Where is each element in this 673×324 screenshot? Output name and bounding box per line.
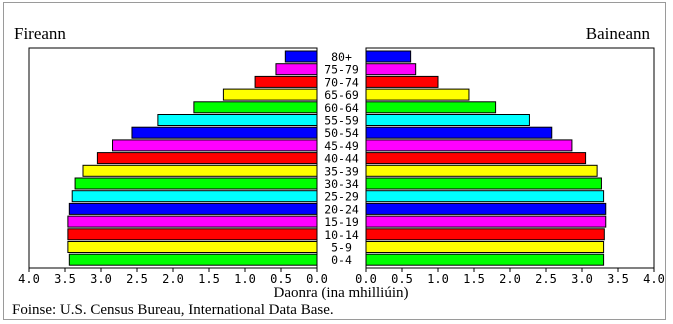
female-bar-45-49: [365, 139, 573, 152]
right-tick-label-3-0: 3.0: [571, 272, 593, 286]
female-bar-15-19: [365, 215, 607, 228]
female-bar-30-34: [365, 177, 602, 190]
age-label-0-4: 0-4: [331, 253, 352, 267]
male-bar-80plus: [284, 50, 318, 63]
female-bar-35-39: [365, 164, 598, 177]
male-bar-10-14: [67, 228, 318, 241]
male-bar-45-49: [112, 139, 318, 152]
age-label-10-14: 10-14: [324, 228, 359, 242]
male-bars: [67, 50, 318, 266]
male-bar-15-19: [67, 215, 318, 228]
left-tick-label-0-0: 0.0: [306, 272, 328, 286]
female-bar-55-59: [365, 114, 530, 126]
female-bar-65-69: [365, 88, 470, 101]
female-bar-75-79: [365, 63, 417, 76]
female-bar-20-24: [365, 202, 607, 215]
age-label-5-9: 5-9: [331, 241, 352, 255]
left-tick-label-2-0: 2.0: [162, 272, 184, 286]
left-tick-label-3-5: 3.5: [54, 272, 76, 286]
age-label-60-64: 60-64: [324, 101, 359, 115]
male-bar-50-54: [131, 126, 318, 139]
female-bar-10-14: [365, 228, 605, 241]
male-bar-30-34: [74, 177, 318, 190]
male-bar-35-39: [82, 164, 318, 177]
male-label: Fireann: [14, 24, 66, 43]
female-bar-70-74: [365, 75, 439, 88]
source-note: Foinse: U.S. Census Bureau, Internationa…: [12, 302, 334, 318]
male-bar-75-79: [275, 63, 318, 76]
age-label-15-19: 15-19: [324, 215, 359, 229]
left-tick-label-3-0: 3.0: [90, 272, 112, 286]
male-bar-20-24: [68, 202, 318, 215]
female-label: Baineann: [586, 24, 651, 43]
age-label-80plus: 80+: [331, 50, 352, 64]
right-tick-label-3-5: 3.5: [607, 272, 629, 286]
x-axis-ticks: 4.0 3.5 3.0 2.5 2.0 1.5 1.0 0.5 0.0 0.0 0.5 1.0 1.5 2…: [18, 268, 665, 286]
x-axis-title: Daonra (ina mhilliúin): [274, 285, 409, 301]
female-bar-5-9: [365, 241, 605, 253]
age-label-30-34: 30-34: [324, 177, 359, 191]
age-label-20-24: 20-24: [324, 202, 359, 216]
right-tick-label-4-0: 4.0: [643, 272, 665, 286]
age-label-40-44: 40-44: [324, 152, 359, 166]
age-label-75-79: 75-79: [324, 63, 359, 77]
female-bar-80plus: [365, 50, 412, 63]
female-bar-0-4: [365, 253, 605, 266]
left-tick-label-2-5: 2.5: [126, 272, 148, 286]
age-label-45-49: 45-49: [324, 139, 359, 153]
age-label-55-59: 55-59: [324, 114, 359, 128]
female-bars: [365, 50, 607, 266]
female-bar-25-29: [365, 190, 605, 203]
right-tick-label-1-0: 1.0: [427, 272, 449, 286]
left-tick-label-1-5: 1.5: [198, 272, 220, 286]
male-bar-25-29: [71, 190, 318, 203]
right-tick-label-1-5: 1.5: [463, 272, 485, 286]
male-bar-0-4: [68, 253, 318, 266]
age-group-labels: 80+75-7970-7465-6960-6455-5950-5445-4940…: [324, 50, 359, 267]
age-label-70-74: 70-74: [324, 75, 359, 89]
female-bar-50-54: [365, 126, 553, 139]
right-tick-label-0-5: 0.5: [391, 272, 413, 286]
male-bar-5-9: [67, 241, 318, 253]
female-bar-60-64: [365, 101, 497, 114]
left-tick-label-4-0: 4.0: [18, 272, 40, 286]
right-tick-label-2-0: 2.0: [499, 272, 521, 286]
age-label-25-29: 25-29: [324, 190, 359, 204]
left-tick-label-0-5: 0.5: [270, 272, 292, 286]
male-bar-70-74: [254, 75, 318, 88]
male-bar-40-44: [96, 152, 318, 165]
age-label-50-54: 50-54: [324, 126, 359, 140]
left-tick-label-1-0: 1.0: [234, 272, 256, 286]
age-label-65-69: 65-69: [324, 88, 359, 102]
male-bar-65-69: [222, 88, 318, 101]
male-bar-55-59: [157, 114, 318, 126]
age-label-35-39: 35-39: [324, 164, 359, 178]
right-tick-label-0-0: 0.0: [355, 272, 377, 286]
female-bar-40-44: [365, 152, 587, 165]
right-tick-label-2-5: 2.5: [535, 272, 557, 286]
male-bar-60-64: [193, 101, 318, 114]
